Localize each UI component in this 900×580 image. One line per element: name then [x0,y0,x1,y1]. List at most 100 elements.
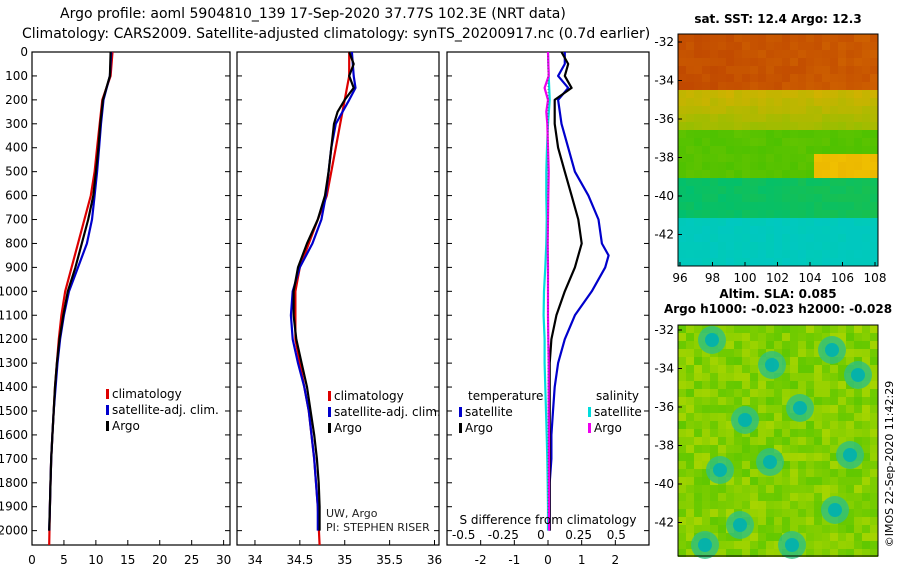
sla-cell [710,413,718,421]
sst-cell [838,186,846,194]
y-tick-label: 1700 [0,452,28,466]
legend-label: Argo [334,421,362,435]
sla-cell [702,365,710,373]
sst-cell [774,130,782,138]
sst-cell [710,66,718,74]
sla-cell [750,333,758,341]
sst-cell [782,146,790,154]
sst-cell [870,186,878,194]
sla-cell [726,445,734,453]
sla-cell [822,525,830,533]
sla-cell [734,445,742,453]
sst-cell [790,194,798,202]
sst-cell [830,146,838,154]
sla-cell [710,405,718,413]
sst-cell [766,194,774,202]
sst-cell [734,186,742,194]
sst-cell [814,146,822,154]
sst-cell [806,74,814,82]
sla-cell [846,413,854,421]
sla-cell [822,469,830,477]
sla-cell [782,517,790,525]
sla-cell [718,517,726,525]
legend-swatch [588,423,591,433]
sla-cell [798,517,806,525]
sla-cell [814,333,822,341]
sla-cell [726,349,734,357]
sla-cell [686,333,694,341]
sla-cell [758,517,766,525]
sst-cell [782,122,790,130]
sst-cell [758,130,766,138]
sla-cell [870,341,878,349]
lat-tick-label: -34 [654,362,674,376]
lat-tick-label: -32 [654,323,674,337]
sst-cell [862,226,870,234]
sla-cell [782,469,790,477]
sst-cell [870,194,878,202]
sla-cell [766,325,774,333]
y-tick-label: 1300 [0,356,28,370]
sla-cell [862,533,870,541]
sst-cell [694,162,702,170]
sla-cell [822,325,830,333]
sst-cell [830,178,838,186]
sla-cell [766,493,774,501]
sst-cell [814,170,822,178]
sst-cell [798,90,806,98]
sla-cell [854,493,862,501]
sst-cell [830,138,838,146]
sla-cell [814,357,822,365]
sst-cell [710,130,718,138]
sst-cell [854,226,862,234]
sst-cell [870,50,878,58]
sst-cell [870,138,878,146]
sst-cell [854,202,862,210]
sla-cell [830,389,838,397]
sla-cell [742,445,750,453]
sla-cell [686,453,694,461]
sla-cell [718,325,726,333]
sst-cell [830,234,838,242]
sst-cell [702,122,710,130]
sst-cell [734,58,742,66]
sst-cell [774,34,782,42]
sst-cell [718,74,726,82]
sst-cell [678,66,686,74]
sst-cell [742,114,750,122]
x-tick-label: 5 [60,553,68,567]
sla-cell [846,517,854,525]
sst-cell [822,154,830,162]
sla-cell [734,333,742,341]
sst-cell [830,162,838,170]
sla-cell [702,429,710,437]
sst-cell [734,218,742,226]
sst-cell [774,242,782,250]
sst-cell [718,114,726,122]
sst-cell [750,42,758,50]
sla-cell [750,517,758,525]
sst-cell [702,162,710,170]
legend-label: satellite [465,405,513,419]
sst-cell [830,66,838,74]
sla-cell [782,349,790,357]
sst-cell [830,106,838,114]
y-tick-label: 2000 [0,524,28,538]
sst-cell [838,122,846,130]
sst-cell [702,210,710,218]
sla-cell [678,413,686,421]
sla-cell [806,421,814,429]
sla-cell [750,509,758,517]
y-tick-label: 1000 [0,284,28,298]
sla-cell [702,461,710,469]
sla-cell [838,397,846,405]
sst-cell [790,186,798,194]
sla-cell [870,541,878,549]
sst-cell [678,202,686,210]
sst-cell [846,218,854,226]
sla-cell [750,453,758,461]
sla-cell [774,477,782,485]
sla-cell [694,421,702,429]
sst-cell [694,210,702,218]
sla-cell [862,549,870,557]
